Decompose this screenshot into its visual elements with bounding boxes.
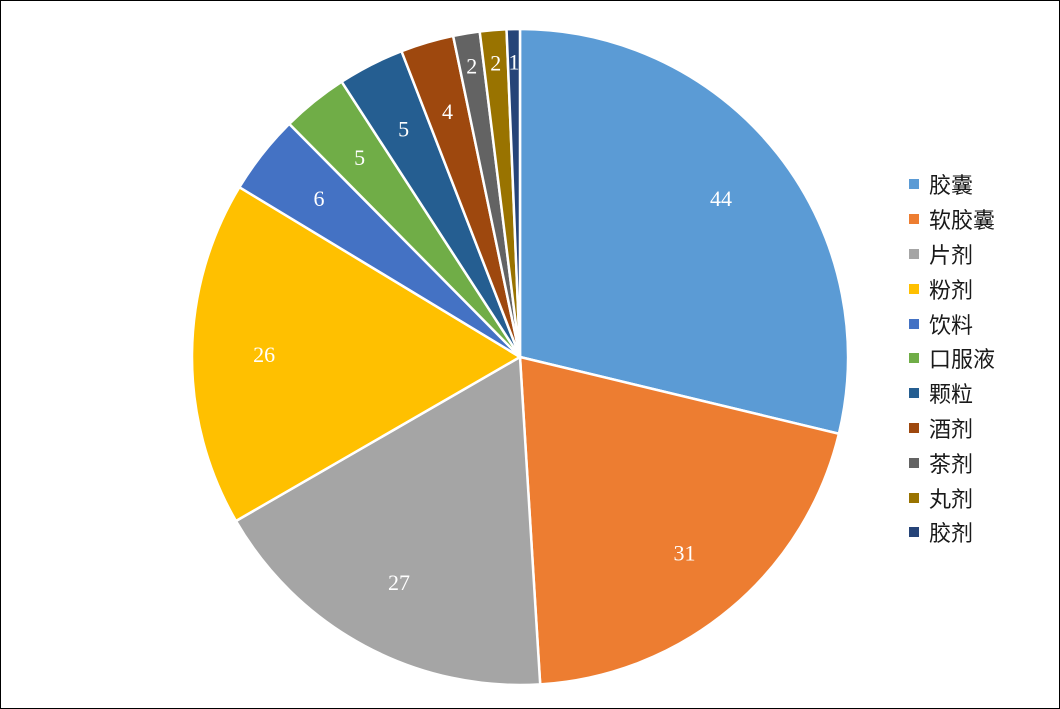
data-label-8: 4 <box>442 99 453 124</box>
legend-label: 丸剂 <box>929 487 974 513</box>
legend-swatch <box>909 457 919 468</box>
legend-label: 酒剂 <box>929 417 974 443</box>
legend-swatch <box>909 422 919 433</box>
legend-item: 粉剂 <box>909 271 995 306</box>
legend-label: 口服液 <box>929 348 996 374</box>
legend-swatch <box>909 179 919 190</box>
legend-swatch <box>909 492 919 503</box>
legend-item: 饮料 <box>909 306 995 341</box>
legend-swatch <box>909 353 919 364</box>
legend-item: 茶剂 <box>909 445 995 480</box>
data-label-4: 26 <box>253 342 275 367</box>
pie-slice-11 <box>505 27 522 359</box>
legend-item: 片剂 <box>909 237 995 272</box>
legend-item: 胶囊 <box>909 167 995 202</box>
data-label-7: 5 <box>398 117 409 142</box>
legend-item: 丸剂 <box>909 480 995 515</box>
legend-label: 片剂 <box>929 243 974 269</box>
pie-slice-1 <box>518 27 850 435</box>
legend-item: 胶剂 <box>909 515 995 550</box>
legend-label: 胶囊 <box>929 174 974 200</box>
legend-item: 口服液 <box>909 341 995 376</box>
legend-label: 饮料 <box>929 313 974 339</box>
legend-swatch <box>909 283 919 294</box>
legend-item: 颗粒 <box>909 376 995 411</box>
chart-legend: 胶囊软胶囊片剂粉剂饮料口服液颗粒酒剂茶剂丸剂胶剂 <box>909 167 995 550</box>
pie-slice-2 <box>518 355 841 686</box>
data-label-5: 6 <box>314 186 325 211</box>
data-label-11: 1 <box>508 49 519 74</box>
legend-item: 酒剂 <box>909 411 995 446</box>
legend-item: 软胶囊 <box>909 202 995 237</box>
legend-label: 粉剂 <box>929 278 974 304</box>
data-label-3: 27 <box>388 570 410 595</box>
legend-label: 软胶囊 <box>929 209 996 235</box>
legend-swatch <box>909 248 919 259</box>
legend-label: 颗粒 <box>929 383 974 409</box>
legend-label: 茶剂 <box>929 452 974 478</box>
data-label-10: 2 <box>490 50 501 75</box>
legend-swatch <box>909 388 919 399</box>
pie-slice-4 <box>190 185 522 523</box>
legend-swatch <box>909 214 919 225</box>
legend-swatch <box>909 527 919 538</box>
data-label-2: 31 <box>673 540 695 565</box>
data-label-6: 5 <box>354 145 365 170</box>
legend-swatch <box>909 318 919 329</box>
data-label-9: 2 <box>466 53 477 78</box>
pie-slices <box>190 27 850 687</box>
data-label-1: 44 <box>710 186 732 211</box>
legend-label: 胶剂 <box>929 522 974 548</box>
pie-slice-3 <box>234 355 542 687</box>
